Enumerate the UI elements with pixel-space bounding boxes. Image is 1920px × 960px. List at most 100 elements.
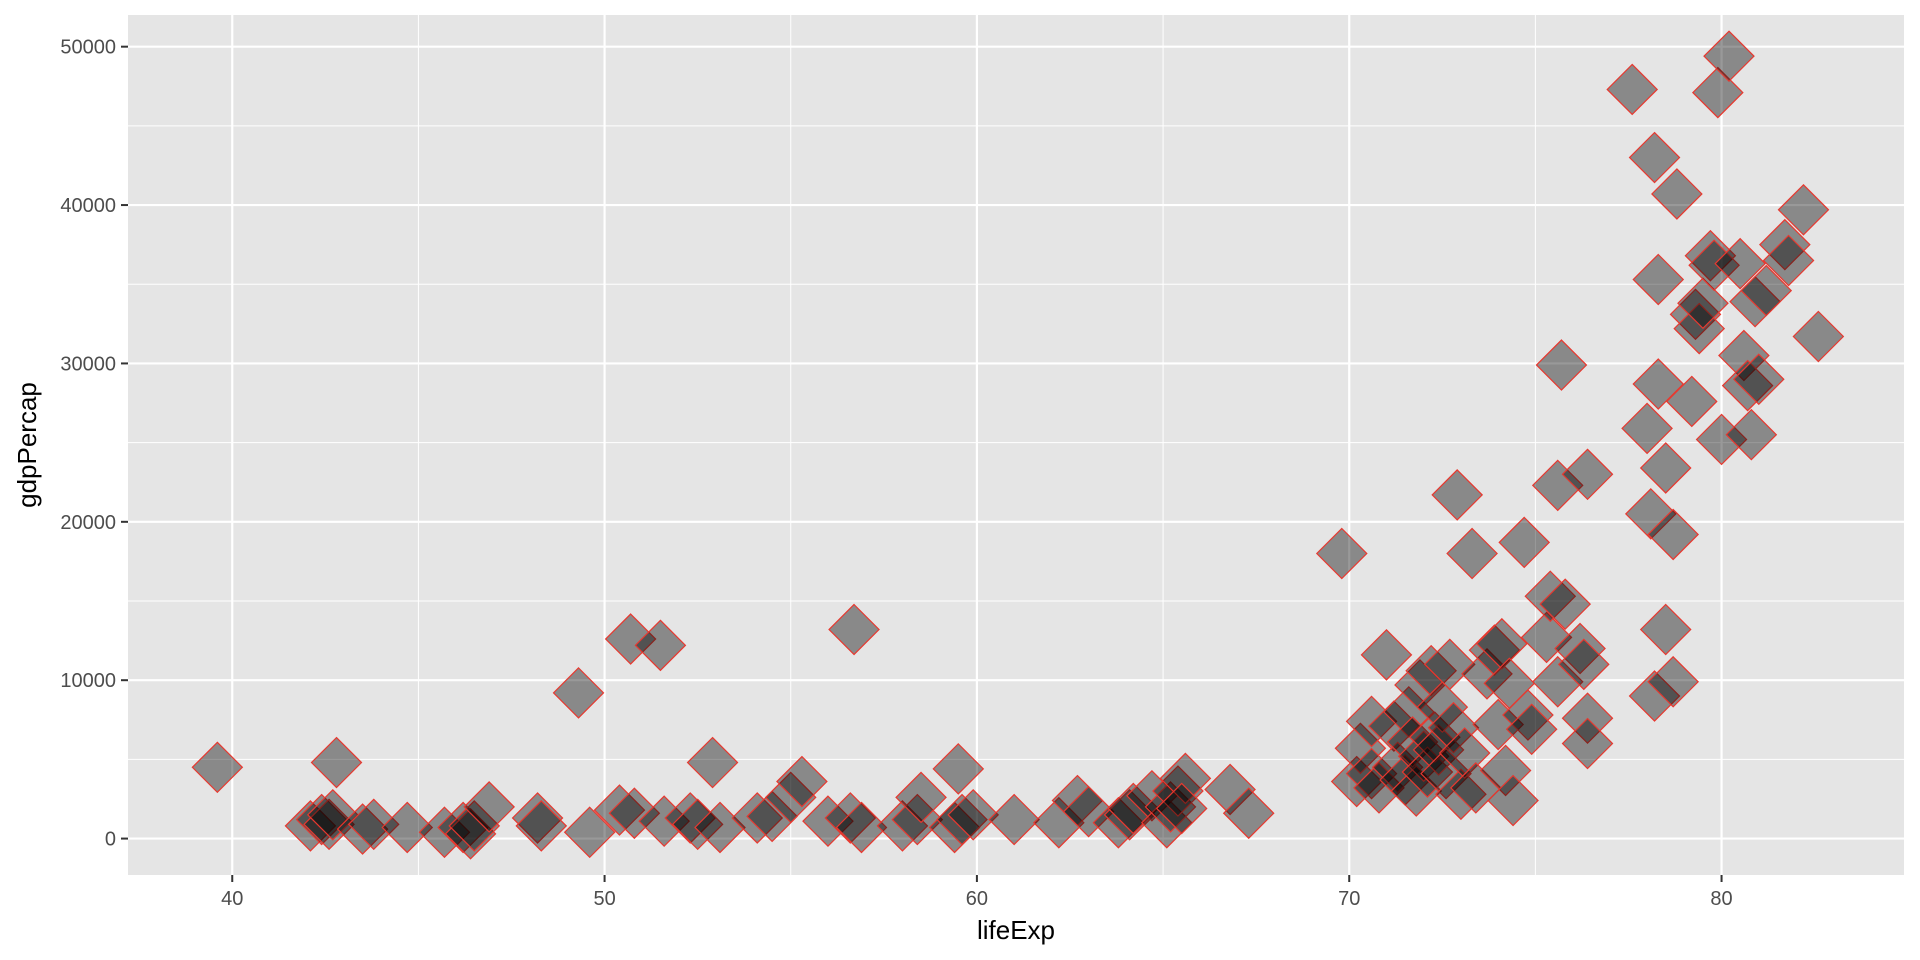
data-point: [1531, 655, 1584, 708]
data-point: [1561, 448, 1614, 501]
data-point: [381, 801, 434, 854]
data-point: [336, 803, 389, 855]
data-point: [1479, 744, 1532, 797]
data-point: [1446, 527, 1498, 580]
data-point: [932, 743, 985, 795]
data-point: [295, 793, 348, 846]
data-point: [686, 736, 739, 789]
data-point: [1539, 578, 1592, 631]
data-point: [1557, 638, 1610, 691]
data-point: [1431, 469, 1484, 521]
data-point: [1468, 624, 1521, 676]
data-point: [310, 736, 363, 789]
data-point: [1606, 63, 1659, 116]
data-point: [1651, 168, 1703, 220]
data-point: [593, 784, 646, 836]
grid-minor: [128, 15, 1904, 875]
data-point: [1524, 570, 1577, 623]
data-point: [634, 619, 687, 672]
data-point: [1062, 785, 1115, 838]
data-point: [463, 781, 516, 833]
data-point: [1535, 339, 1588, 391]
data-point: [1718, 329, 1770, 382]
data-point: [1621, 402, 1673, 455]
data-point: [1673, 302, 1726, 355]
data-point: [1420, 747, 1472, 800]
data-point: [828, 603, 880, 656]
data-point: [1624, 488, 1677, 540]
data-point: [1126, 769, 1178, 822]
data-point: [731, 792, 784, 844]
data-point: [1107, 782, 1160, 835]
data-point: [1725, 408, 1778, 461]
data-point: [1714, 237, 1767, 290]
data-point: [1159, 752, 1212, 805]
y-axis-title: gdpPercap: [12, 382, 42, 508]
data-point: [1732, 353, 1785, 406]
data-point: [947, 788, 1000, 841]
data-point: [988, 793, 1040, 846]
data-point: [1204, 763, 1256, 816]
data-point: [664, 792, 717, 844]
data-point: [1345, 747, 1398, 800]
data-point: [1487, 774, 1539, 827]
data-point: [191, 741, 244, 794]
data-point: [1152, 765, 1204, 817]
data-point: [303, 798, 355, 851]
y-tick-label: 30000: [60, 353, 116, 375]
data-point: [1632, 358, 1685, 410]
data-point: [746, 790, 798, 843]
data-point: [1472, 698, 1525, 751]
data-point: [1792, 310, 1845, 363]
data-point: [1416, 681, 1469, 733]
data-point: [1561, 717, 1614, 770]
data-point: [1531, 459, 1584, 512]
data-point: [552, 667, 605, 719]
data-point: [284, 800, 337, 852]
data-point: [448, 800, 501, 852]
x-tick-label: 80: [1710, 888, 1732, 910]
data-point: [1427, 701, 1480, 754]
data-point: [1155, 782, 1208, 835]
y-axis: 0 10000 20000 30000 40000 50000: [60, 37, 128, 851]
y-tick-label: 20000: [60, 512, 116, 534]
x-tick-label: 70: [1338, 888, 1360, 910]
data-point: [1412, 724, 1465, 776]
data-point: [1669, 288, 1722, 341]
data-point: [1502, 689, 1554, 741]
data-point: [1368, 700, 1420, 752]
data-point: [1498, 516, 1551, 569]
data-point: [1632, 253, 1685, 306]
data-points: [191, 30, 1845, 860]
y-tick-label: 10000: [60, 670, 116, 692]
data-point: [1315, 527, 1368, 580]
x-tick-label: 50: [593, 888, 615, 910]
data-point: [515, 800, 568, 852]
data-point: [1639, 603, 1692, 656]
data-point: [1390, 765, 1443, 817]
data-point: [1740, 264, 1793, 317]
data-point: [1360, 629, 1413, 681]
data-point: [1684, 229, 1737, 282]
data-point: [1092, 796, 1145, 849]
data-point: [1345, 695, 1398, 748]
data-point: [1703, 30, 1755, 83]
data-point: [1222, 787, 1275, 840]
x-tick-label: 40: [221, 888, 243, 910]
data-point: [1334, 722, 1387, 775]
data-point: [444, 807, 497, 860]
data-point: [1759, 218, 1811, 271]
data-point: [1330, 755, 1383, 808]
y-tick-label: 0: [105, 829, 116, 851]
data-point: [1144, 781, 1197, 833]
x-axis-title: lifeExp: [977, 915, 1055, 945]
data-point: [1647, 508, 1700, 561]
data-point: [1628, 670, 1681, 722]
y-tick-label: 50000: [60, 37, 116, 59]
data-point: [1401, 746, 1454, 798]
data-point: [1762, 234, 1815, 287]
data-point: [1435, 768, 1487, 821]
data-point: [306, 788, 359, 841]
data-point: [638, 795, 690, 847]
